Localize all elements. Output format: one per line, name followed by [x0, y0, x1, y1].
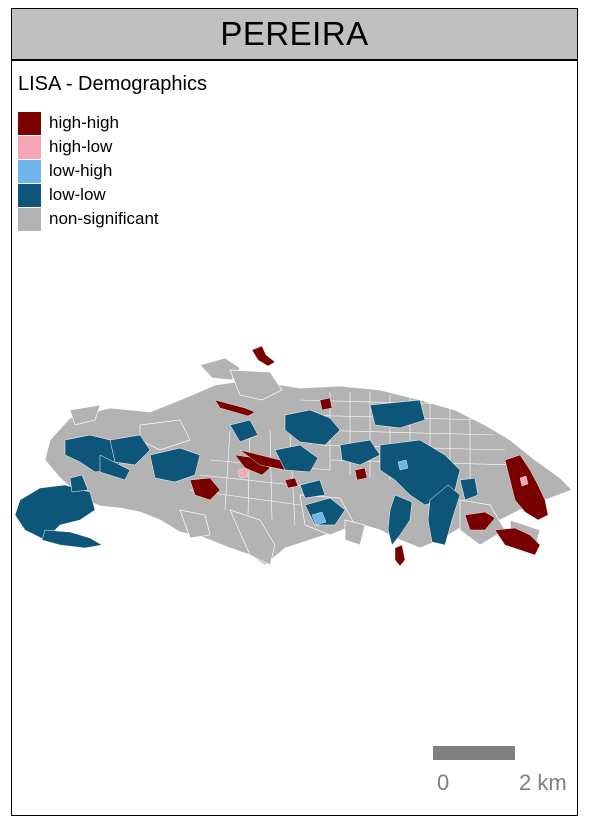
scale-label-start: 0 [437, 770, 450, 795]
legend-item-low-low: low-low [18, 183, 159, 207]
legend-item-high-high: high-high [18, 111, 159, 135]
legend-swatch-high-high [18, 111, 41, 135]
legend-swatch-low-high [18, 159, 41, 183]
map-title: PEREIRA [220, 15, 369, 52]
legend-label-high-low: high-low [49, 137, 113, 156]
legend-swatch-high-low [18, 135, 41, 159]
legend-label-low-low: low-low [49, 185, 106, 204]
legend-item-high-low: high-low [18, 135, 159, 159]
scale-bar-line [433, 746, 515, 760]
legend-swatch-low-low [18, 183, 41, 207]
scale-bar: 0 2 km [433, 746, 567, 806]
legend-label-non-significant: non-significant [49, 209, 159, 228]
region-high-high [189, 345, 549, 567]
title-bar: PEREIRA [12, 9, 577, 61]
legend-item-non-significant: non-significant [18, 207, 159, 231]
legend-swatch-non-significant [18, 207, 41, 231]
legend: high-high high-low low-high low-low non-… [18, 111, 159, 231]
scale-label-end: 2 km [519, 770, 567, 795]
legend-title: LISA - Demographics [18, 73, 207, 95]
region-high-low [237, 467, 529, 487]
legend-label-low-high: low-high [49, 161, 113, 180]
legend-item-low-high: low-high [18, 159, 159, 183]
region-low-low [14, 399, 479, 549]
legend-label-high-high: high-high [49, 113, 119, 132]
region-low-high [311, 459, 409, 526]
